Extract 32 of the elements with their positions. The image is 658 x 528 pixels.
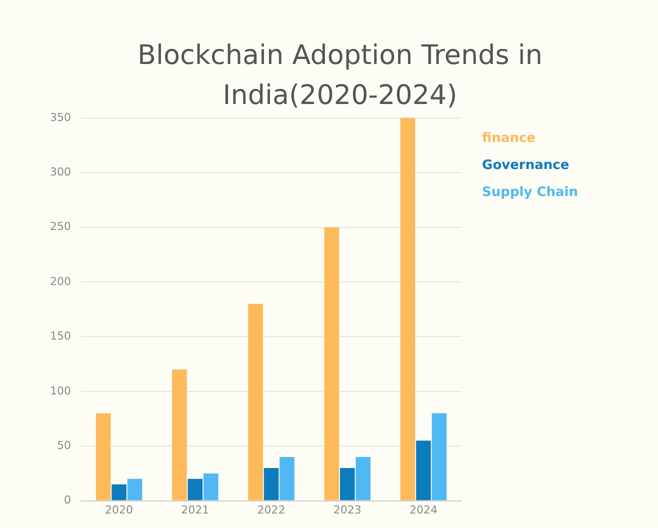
- bar: [188, 478, 203, 500]
- bar: [264, 468, 279, 500]
- bar: [416, 440, 431, 500]
- y-tick-label: 100: [50, 384, 71, 398]
- bar: [400, 118, 416, 500]
- y-tick-label: 350: [50, 110, 71, 124]
- y-tick-label: 300: [50, 166, 71, 179]
- text: Supply Chain: [482, 184, 578, 200]
- bar: [356, 457, 370, 500]
- bar: [280, 457, 294, 500]
- bar: [96, 413, 111, 500]
- text: finance: [482, 130, 536, 146]
- y-tick-label: 0: [64, 494, 71, 507]
- x-tick-label: 2022: [257, 503, 286, 516]
- x-tick-label: 2020: [105, 503, 134, 516]
- x-tick-label: 2023: [333, 503, 362, 516]
- bar: [324, 227, 340, 500]
- y-tick-label: 200: [50, 274, 71, 288]
- chart-title: Blockchain Adoption Trends in India(2020-2024): [136, 39, 544, 113]
- bar: [172, 370, 187, 500]
- text: Governance: [482, 158, 570, 173]
- bar: [203, 473, 218, 500]
- y-tick-label: 50: [56, 438, 71, 452]
- bar: [127, 478, 142, 500]
- bar: [340, 468, 355, 500]
- y-tick-label: 250: [50, 220, 71, 234]
- y-tick-label: 150: [50, 330, 71, 343]
- x-tick-label: 2024: [409, 503, 438, 516]
- x-tick-label: 2021: [181, 503, 210, 516]
- bar: [248, 304, 263, 500]
- bar: [432, 413, 447, 500]
- bar: [112, 484, 126, 500]
